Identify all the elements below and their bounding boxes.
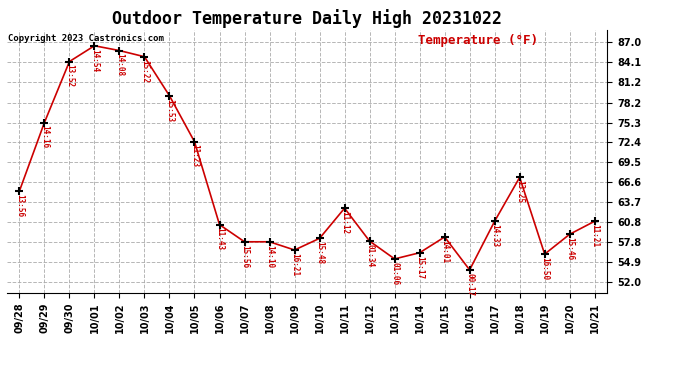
- Text: 15:46: 15:46: [565, 237, 574, 260]
- Title: Outdoor Temperature Daily High 20231022: Outdoor Temperature Daily High 20231022: [112, 9, 502, 28]
- Text: 15:48: 15:48: [315, 241, 324, 264]
- Text: 14:54: 14:54: [90, 48, 99, 72]
- Text: 11:43: 11:43: [215, 227, 224, 251]
- Text: 16:21: 16:21: [290, 253, 299, 276]
- Text: 14:08: 14:08: [115, 53, 124, 76]
- Text: 15:53: 15:53: [165, 99, 174, 122]
- Text: 01:06: 01:06: [390, 262, 399, 285]
- Text: 11:12: 11:12: [340, 211, 349, 234]
- Text: 13:56: 13:56: [15, 194, 24, 217]
- Text: 00:17: 00:17: [465, 273, 474, 296]
- Text: 15:56: 15:56: [240, 244, 249, 268]
- Text: 14:16: 14:16: [40, 125, 49, 148]
- Text: 13:52: 13:52: [65, 64, 74, 87]
- Text: 15:17: 15:17: [415, 255, 424, 279]
- Text: 01:34: 01:34: [365, 244, 374, 267]
- Text: Copyright 2023 Castronics.com: Copyright 2023 Castronics.com: [8, 34, 164, 43]
- Text: Temperature (°F): Temperature (°F): [418, 34, 538, 47]
- Text: 11:21: 11:21: [590, 224, 599, 247]
- Text: 11:23: 11:23: [190, 144, 199, 168]
- Text: 13:25: 13:25: [515, 180, 524, 203]
- Text: 15:22: 15:22: [140, 60, 149, 82]
- Text: 14:33: 14:33: [490, 224, 499, 247]
- Text: 14:01: 14:01: [440, 240, 449, 263]
- Text: 14:10: 14:10: [265, 244, 274, 268]
- Text: 16:50: 16:50: [540, 257, 549, 280]
